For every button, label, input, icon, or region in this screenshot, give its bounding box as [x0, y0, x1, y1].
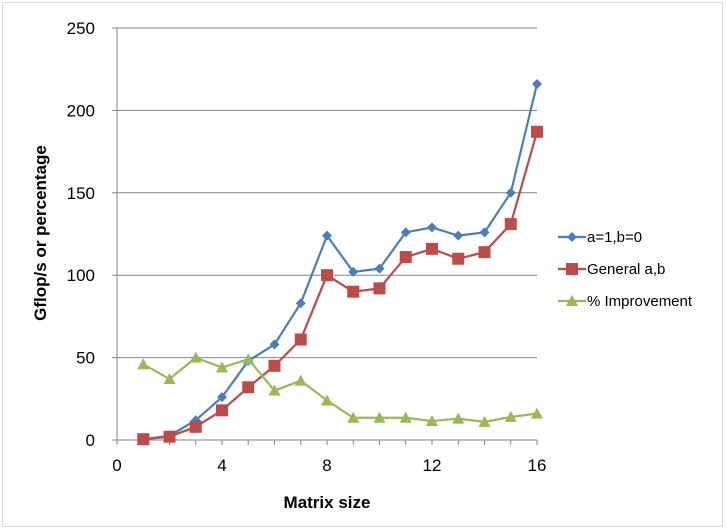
data-point [268, 359, 281, 372]
data-point [348, 266, 359, 277]
data-point [163, 430, 176, 443]
legend-label: a=1,b=0 [587, 229, 642, 246]
series-line [143, 83, 539, 441]
y-tick-label: 100 [67, 266, 95, 285]
data-point [321, 394, 333, 406]
y-tick-labels: 0 50 100 150 200 250 [67, 19, 95, 450]
series-3 [137, 351, 543, 427]
x-tick-label: 4 [217, 456, 226, 475]
data-point [478, 246, 491, 259]
y-tick-label: 150 [67, 184, 95, 203]
data-point [137, 433, 150, 446]
x-axis-title: Matrix size [284, 493, 371, 512]
data-point [531, 125, 543, 138]
data-point [532, 79, 542, 90]
x-tick-labels: 0 4 8 12 16 [112, 456, 546, 475]
data-point [373, 282, 386, 295]
legend: a=1,b=0 General a,b % Improvement [558, 229, 693, 310]
data-point [163, 373, 176, 385]
data-point [242, 353, 255, 365]
data-point [374, 263, 385, 274]
data-point [216, 404, 228, 417]
series-line [143, 131, 539, 441]
data-point [479, 227, 490, 238]
legend-marker [566, 263, 578, 275]
y-axis-title: Gflop/s or percentage [31, 145, 50, 321]
data-point [400, 227, 411, 238]
y-tick-label: 0 [86, 431, 95, 450]
data-point [426, 242, 438, 255]
data-point [427, 222, 437, 233]
legend-item: a=1,b=0 [558, 229, 642, 246]
x-tick-label: 16 [528, 456, 547, 475]
data-point [137, 358, 150, 370]
series-2 [137, 125, 543, 446]
x-tick-label: 8 [322, 456, 331, 475]
data-point [216, 361, 228, 373]
axes [112, 27, 538, 445]
data-point [426, 415, 438, 427]
data-point [347, 285, 360, 298]
data-point [452, 412, 465, 424]
gridlines [117, 27, 537, 359]
legend-item: General a,b [558, 261, 665, 278]
data-point [478, 415, 491, 427]
series-line [142, 356, 538, 423]
data-point [504, 410, 517, 422]
data-point [269, 339, 280, 350]
data-point [322, 230, 332, 241]
data-point [189, 351, 202, 363]
x-tick-label: 0 [112, 456, 121, 475]
data-point [217, 392, 227, 403]
data-point [268, 384, 281, 396]
data-point [504, 218, 517, 231]
y-tick-label: 250 [67, 19, 95, 38]
legend-label: % Improvement [587, 293, 693, 310]
data-point [453, 230, 464, 241]
data-point [531, 407, 543, 419]
x-tick-label: 12 [423, 456, 442, 475]
data-point [321, 269, 333, 282]
y-tick-label: 200 [67, 101, 95, 120]
data-point [399, 251, 412, 264]
data-point [347, 411, 360, 423]
data-point [189, 420, 202, 433]
legend-marker [566, 295, 578, 306]
series-1 [138, 79, 542, 445]
data-point [505, 187, 516, 198]
data-point [242, 381, 255, 394]
legend-item: % Improvement [558, 293, 693, 310]
data-point [294, 374, 307, 386]
data-point [399, 411, 412, 423]
data-point [373, 411, 386, 423]
data-point [295, 298, 306, 309]
data-point [294, 333, 307, 346]
legend-marker [567, 232, 577, 242]
series-layer [137, 79, 543, 446]
legend-label: General a,b [587, 261, 665, 278]
data-point [452, 252, 465, 265]
y-tick-label: 50 [76, 349, 95, 368]
